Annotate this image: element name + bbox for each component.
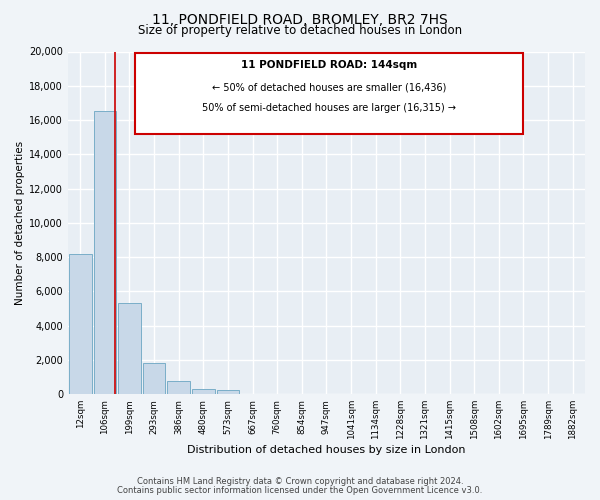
Bar <box>192 389 215 394</box>
Y-axis label: Number of detached properties: Number of detached properties <box>15 141 25 305</box>
X-axis label: Distribution of detached houses by size in London: Distribution of detached houses by size … <box>187 445 466 455</box>
Bar <box>217 390 239 394</box>
Bar <box>94 112 116 394</box>
Text: 50% of semi-detached houses are larger (16,315) →: 50% of semi-detached houses are larger (… <box>202 103 456 113</box>
Text: ← 50% of detached houses are smaller (16,436): ← 50% of detached houses are smaller (16… <box>212 82 446 92</box>
Text: Contains HM Land Registry data © Crown copyright and database right 2024.: Contains HM Land Registry data © Crown c… <box>137 477 463 486</box>
Text: 11, PONDFIELD ROAD, BROMLEY, BR2 7HS: 11, PONDFIELD ROAD, BROMLEY, BR2 7HS <box>152 12 448 26</box>
FancyBboxPatch shape <box>135 53 523 134</box>
Bar <box>167 380 190 394</box>
Text: 11 PONDFIELD ROAD: 144sqm: 11 PONDFIELD ROAD: 144sqm <box>241 60 417 70</box>
Text: Size of property relative to detached houses in London: Size of property relative to detached ho… <box>138 24 462 37</box>
Text: Contains public sector information licensed under the Open Government Licence v3: Contains public sector information licen… <box>118 486 482 495</box>
Bar <box>143 364 166 394</box>
Bar <box>69 254 92 394</box>
Bar <box>118 304 141 394</box>
